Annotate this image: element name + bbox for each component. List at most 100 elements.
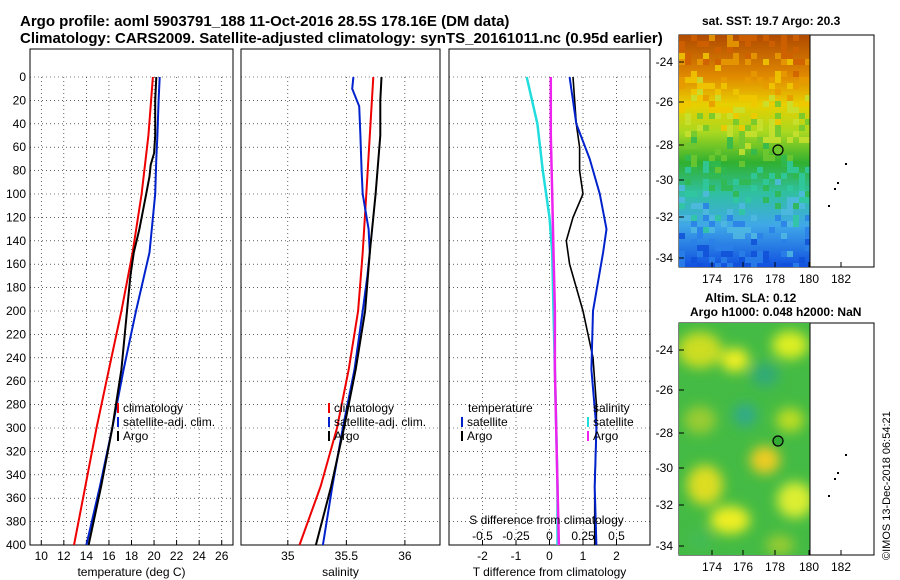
sst-pixel — [805, 101, 810, 107]
sst-pixel — [691, 155, 697, 161]
sst-pixel — [721, 179, 727, 185]
sst-pixel — [721, 167, 727, 173]
sst-pixel — [805, 95, 810, 101]
sst-pixel — [733, 179, 739, 185]
sst-pixel — [787, 83, 793, 89]
sst-pixel — [763, 149, 769, 155]
series-climatology — [73, 76, 154, 546]
sst-pixel — [805, 227, 810, 233]
x-tick-label: 35 — [281, 549, 295, 563]
sst-pixel — [709, 227, 715, 233]
sst-pixel — [739, 35, 745, 41]
sst-pixel — [775, 89, 781, 95]
x-tick-label: 22 — [170, 549, 184, 563]
sst-pixel — [685, 53, 691, 59]
sst-pixel — [709, 221, 715, 227]
y-tick-label: 220 — [6, 327, 26, 341]
sst-pixel — [691, 161, 697, 167]
legend-label: satellite-adj. clim. — [123, 415, 215, 429]
sst-pixel — [721, 59, 727, 65]
x2-tick-label: 0.25 — [571, 529, 595, 543]
sst-pixel — [781, 35, 787, 41]
sst-pixel — [787, 221, 793, 227]
sst-pixel — [751, 149, 757, 155]
sst-pixel — [727, 59, 733, 65]
y-tick-label: 320 — [6, 444, 26, 458]
legend-label: satellite-adj. clim. — [334, 415, 426, 429]
x2-tick-label: -0.25 — [502, 529, 530, 543]
sst-argo-marker — [772, 144, 784, 156]
legend-label: satellite — [593, 415, 634, 429]
sst-pixel — [733, 53, 739, 59]
sst-pixel — [685, 119, 691, 125]
sst-pixel — [727, 227, 733, 233]
sst-pixel — [799, 125, 805, 131]
sst-pixel — [691, 89, 697, 95]
map-y-tick-label: -26 — [656, 383, 674, 397]
sst-pixel — [679, 257, 685, 263]
sst-pixel — [775, 131, 781, 137]
x-tick-label: 35.5 — [335, 549, 359, 563]
sst-pixel — [703, 251, 709, 257]
sst-pixel — [793, 131, 799, 137]
sst-pixel — [685, 59, 691, 65]
map-y-tick-label: -26 — [656, 95, 674, 109]
sst-pixel — [739, 251, 745, 257]
sst-pixel — [787, 251, 793, 257]
sst-pixel — [763, 197, 769, 203]
y-tick-label: 0 — [19, 70, 26, 84]
sst-pixel — [787, 197, 793, 203]
y-tick-label: 380 — [6, 515, 26, 529]
y-tick-label: 260 — [6, 374, 26, 388]
sst-pixel — [781, 161, 787, 167]
sst-pixel — [763, 257, 769, 263]
sst-pixel — [751, 119, 757, 125]
sst-pixel — [745, 35, 751, 41]
sst-pixel — [775, 71, 781, 77]
sst-pixel — [799, 101, 805, 107]
x-tick-label: 26 — [215, 549, 229, 563]
sst-pixel — [745, 59, 751, 65]
sst-pixel — [787, 155, 793, 161]
y-tick-label: 140 — [6, 234, 26, 248]
map-y-tick-label: -24 — [656, 55, 674, 69]
sst-pixel — [709, 35, 715, 41]
x-axis-label: salinity — [322, 565, 359, 579]
x-axis-label: temperature (deg C) — [77, 565, 185, 579]
sst-pixel — [805, 59, 810, 65]
sst-pixel — [775, 149, 781, 155]
sst-pixel — [751, 95, 757, 101]
sst-pixel — [799, 191, 805, 197]
sst-pixel — [793, 59, 799, 65]
x-tick-label: 24 — [192, 549, 206, 563]
y-tick-label: 240 — [6, 351, 26, 365]
imos-credit: ©IMOS 13-Dec-2018 06:54:21 — [881, 411, 893, 560]
sst-pixel — [787, 185, 793, 191]
sst-pixel — [739, 143, 745, 149]
sst-pixel — [763, 173, 769, 179]
y-tick-label: 20 — [13, 93, 27, 107]
sst-pixel — [787, 95, 793, 101]
sst-pixel — [727, 245, 733, 251]
sst-pixel — [727, 131, 733, 137]
sst-pixel — [715, 161, 721, 167]
sst-pixel — [697, 77, 703, 83]
sst-pixel — [799, 113, 805, 119]
sst-pixel — [727, 113, 733, 119]
sst-pixel — [805, 245, 810, 251]
sst-pixel — [739, 227, 745, 233]
legend-label: climatology — [123, 401, 183, 415]
sst-pixel — [787, 59, 793, 65]
sst-pixel — [691, 257, 697, 263]
sst-pixel — [715, 173, 721, 179]
sst-pixel — [727, 137, 733, 143]
map-y-tick-label: -24 — [656, 343, 674, 357]
sst-pixel — [769, 95, 775, 101]
sst-pixel — [787, 107, 793, 113]
sst-pixel — [799, 179, 805, 185]
sst-pixel — [733, 107, 739, 113]
sst-islands — [828, 163, 847, 207]
sst-pixel — [781, 155, 787, 161]
sst-pixel — [697, 89, 703, 95]
